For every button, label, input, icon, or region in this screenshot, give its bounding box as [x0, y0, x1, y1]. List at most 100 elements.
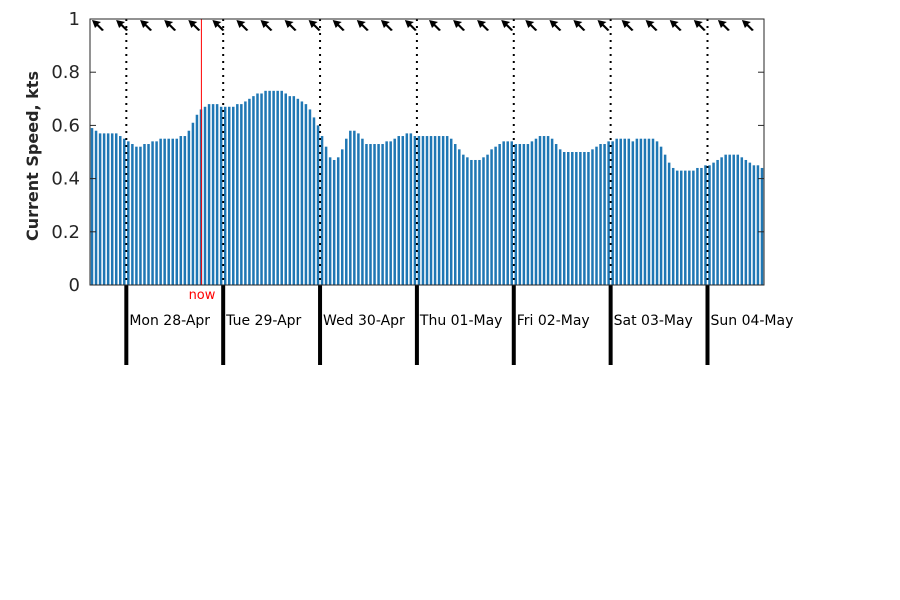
speed-bar [280, 90, 283, 285]
speed-bar [748, 162, 752, 285]
speed-bar [567, 152, 570, 285]
arrow-icon [260, 20, 273, 31]
speed-bar [106, 133, 110, 285]
bars-layer [90, 90, 764, 286]
speed-bar [716, 159, 719, 285]
speed-bar [663, 154, 667, 285]
speed-bar [712, 162, 715, 285]
speed-bar [244, 101, 247, 286]
speed-bar [110, 133, 114, 285]
arrow-icon [164, 20, 177, 31]
arrow-icon [717, 20, 730, 31]
speed-bar [720, 157, 723, 285]
arrow-icon [645, 20, 658, 31]
arrow-icon-shape [284, 20, 297, 31]
speed-bar [393, 138, 396, 285]
speed-bar [494, 146, 497, 285]
speed-bar [292, 96, 296, 285]
speed-bar [518, 144, 522, 285]
speed-bar [623, 138, 627, 285]
speed-bar [732, 154, 735, 285]
arrow-icon-shape [573, 20, 586, 31]
y-tick-label: 1 [69, 9, 80, 30]
arrow-icon [236, 20, 249, 31]
speed-bar [373, 144, 376, 285]
speed-bar [183, 136, 187, 285]
arrow-icon-shape [140, 20, 153, 31]
speed-bar [470, 159, 473, 285]
speed-bar [203, 106, 207, 285]
speed-bar [680, 170, 683, 285]
speed-bar [466, 157, 469, 285]
speed-bar [445, 136, 449, 285]
speed-bar [659, 146, 663, 285]
axes-box [89, 18, 765, 286]
speed-bar [167, 138, 170, 285]
speed-bar [232, 106, 235, 285]
speed-bar [562, 152, 566, 285]
speed-bar [571, 152, 574, 285]
arrow-icon-shape [717, 20, 730, 31]
speed-bar [90, 128, 94, 285]
speed-bar [264, 90, 267, 285]
speed-bar [312, 117, 316, 285]
speed-bar [365, 144, 368, 285]
speed-bar [215, 104, 219, 286]
speed-bar [635, 138, 639, 285]
day-label: Wed 30-Apr [323, 313, 405, 329]
speed-bar [256, 93, 259, 285]
arrow-icon [380, 20, 393, 31]
speed-bar [429, 136, 433, 285]
speed-bar [300, 101, 304, 286]
speed-bar [474, 159, 477, 285]
arrow-icon [477, 20, 490, 31]
arrow-icon-shape [669, 20, 682, 31]
speed-bar [114, 133, 118, 285]
speed-bar [151, 141, 154, 285]
arrow-icon [404, 20, 417, 31]
speed-bar [595, 146, 598, 285]
speed-bar [195, 114, 199, 285]
speed-bar [724, 154, 727, 285]
speed-bar [304, 104, 308, 286]
speed-bar [179, 136, 183, 285]
arrow-icon-shape [116, 20, 129, 31]
y-tick-label: 0.2 [51, 222, 80, 243]
arrow-icon-shape [429, 20, 441, 31]
speed-bar [700, 167, 703, 285]
arrow-icon [188, 20, 201, 31]
day-labels: Mon 28-Apr Tue 29-Apr Wed 30-Apr Thu 01-May… [129, 313, 793, 329]
speed-bar [357, 133, 360, 285]
speed-bar [433, 136, 437, 285]
speed-bar [449, 138, 453, 285]
speed-bar [119, 136, 122, 285]
arrow-icon-shape [453, 20, 466, 31]
arrow-icon-shape [188, 20, 201, 31]
y-axis-ticks: 0 0.2 0.4 0.6 0.8 1 [51, 9, 764, 296]
speed-bar [336, 157, 340, 285]
speed-bar [760, 167, 764, 285]
speed-bar [163, 138, 166, 285]
speed-bar [651, 138, 655, 285]
speed-bar [684, 170, 687, 285]
speed-bar [296, 98, 300, 285]
speed-bar [514, 144, 518, 285]
arrow-icon [549, 20, 562, 31]
speed-bar [175, 138, 179, 285]
speed-bar [587, 152, 590, 285]
speed-bar [675, 170, 679, 285]
speed-bar [123, 138, 126, 285]
speed-bar [260, 93, 263, 285]
arrow-icon-shape [164, 20, 177, 31]
speed-bar [704, 165, 707, 285]
speed-bar [361, 138, 364, 285]
arrow-icon [332, 20, 345, 31]
arrow-icon [92, 20, 104, 31]
speed-bar [441, 136, 445, 285]
speed-bar [159, 138, 162, 285]
speed-bar [692, 170, 695, 285]
speed-bar [385, 141, 388, 285]
speed-bar [131, 144, 134, 285]
